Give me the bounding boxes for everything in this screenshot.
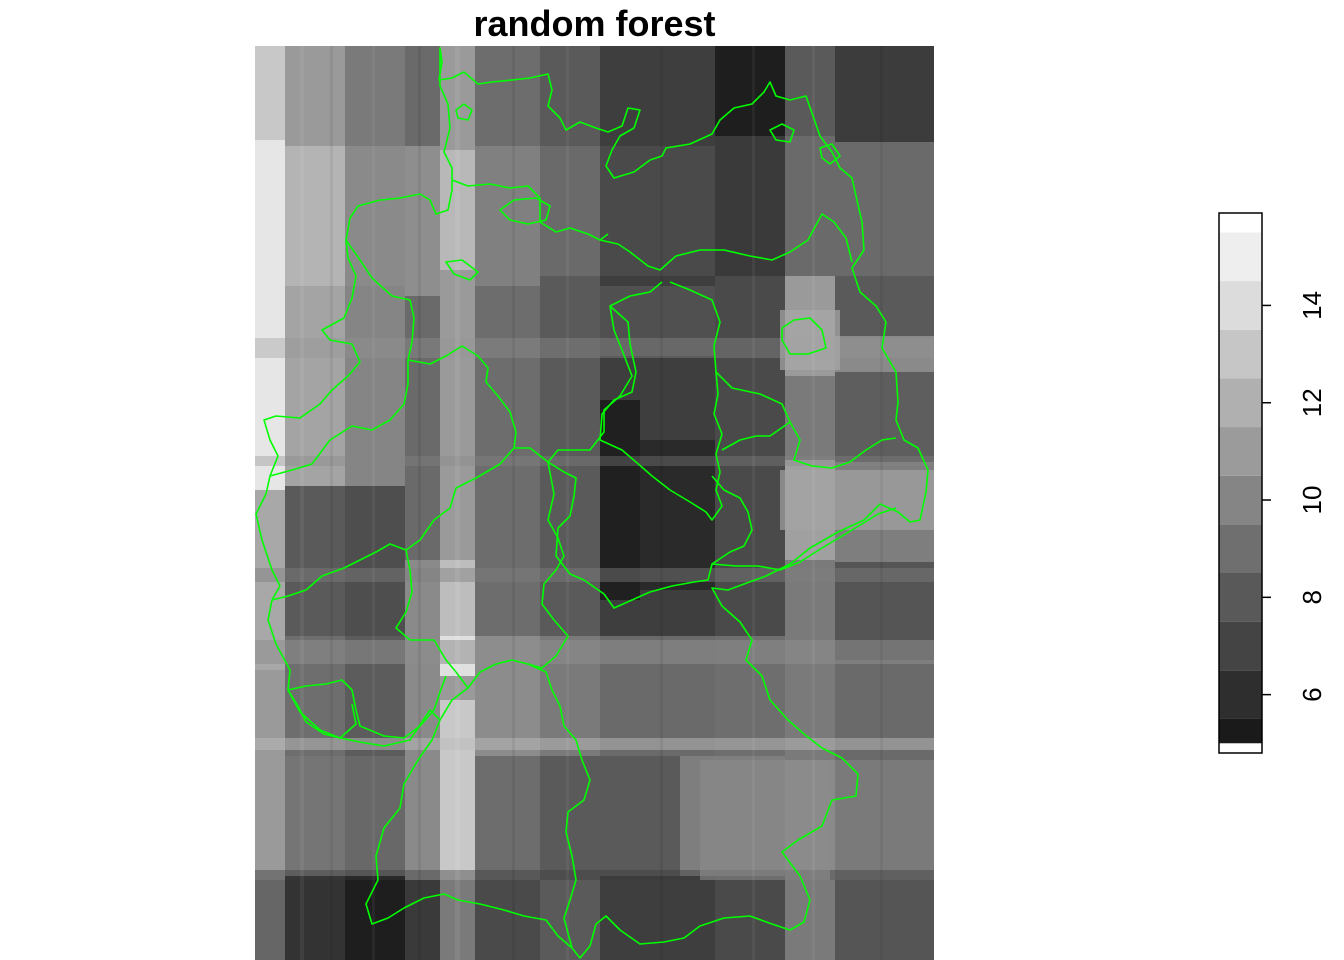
border-hamburg [499,197,551,225]
map-title: random forest [473,3,716,44]
state-boundaries [255,47,929,959]
legend-tick-label: 6 [1297,687,1327,701]
legend-tick-label: 8 [1297,590,1327,604]
raster-grid [255,46,934,960]
legend-color-box [1219,427,1262,476]
border-berlin [781,317,827,355]
border-island-2 [769,123,795,143]
legend-tick-label: 10 [1297,486,1327,515]
border-island-1 [455,103,473,121]
border-mecklenburg [599,213,853,271]
legend-color-box [1219,232,1262,282]
border-lower-saxony [345,239,663,463]
border-island-3 [819,143,841,165]
legend-color-box [1219,281,1262,330]
legend-color-box [1219,573,1262,622]
border-saxony-anhalt [599,281,723,521]
border-brandenburg [715,371,897,469]
legend-color-box [1219,621,1262,671]
legend-color-box [1219,670,1262,719]
legend-color-box [1219,718,1262,744]
legend-color-box [1219,329,1262,379]
border-saxony [711,507,897,571]
border-nrw [269,360,515,601]
border-rhineland-palatinate [287,675,447,739]
border-thuringia [547,461,753,609]
legend-ticks: 6 8 10 12 14 [1262,291,1327,702]
country-outline [255,47,929,959]
border-schleswig-holstein [451,179,609,241]
border-saarland [287,689,357,739]
legend-color-box [1219,524,1262,573]
border-baden-wuerttemberg [439,663,591,949]
legend-color-box [1219,378,1262,428]
legend-tick-label: 14 [1297,291,1327,320]
border-hesse [395,461,569,689]
legend-color-box [1219,475,1262,525]
border-bremen [445,259,479,281]
legend-color-bar [1219,232,1262,744]
legend-tick-label: 12 [1297,388,1327,417]
legend-frame [1218,212,1263,754]
